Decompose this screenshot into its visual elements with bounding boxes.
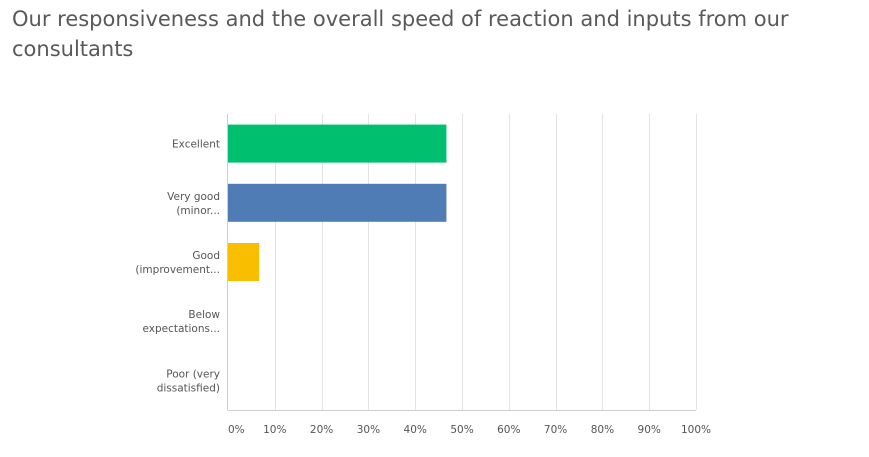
x-tick-label: 80% <box>591 424 614 436</box>
category-label-line: Very good <box>167 191 220 203</box>
x-tick-label: 90% <box>638 424 661 436</box>
x-tick-label: 100% <box>681 424 711 436</box>
category-labels: Excellent Very good (minor... Good (improvem… <box>135 139 220 395</box>
category-label: Excellent <box>172 139 220 151</box>
category-label-line: Below <box>188 309 220 321</box>
category-label: Poor (very dissatisfied) <box>157 368 220 394</box>
category-label-line: (minor... <box>176 205 220 217</box>
x-tick-label: 50% <box>450 424 473 436</box>
bars <box>228 124 447 281</box>
chart-title: Our responsiveness and the overall speed… <box>12 7 789 61</box>
x-tick-label: 40% <box>404 424 427 436</box>
category-label-line: dissatisfied) <box>157 382 220 394</box>
axes <box>227 114 696 411</box>
category-label: Good (improvement... <box>135 250 220 276</box>
bar <box>228 124 447 163</box>
grid-lines <box>275 114 697 410</box>
category-label-line: Good <box>192 250 220 262</box>
x-tick-label: 10% <box>263 424 286 436</box>
category-label: Very good (minor... <box>167 191 220 217</box>
category-label: Below expectations... <box>142 309 220 335</box>
x-tick-label: 0% <box>228 424 245 436</box>
x-tick-label: 60% <box>497 424 520 436</box>
category-label-line: Poor (very <box>166 368 220 380</box>
category-label-line: expectations... <box>142 323 220 335</box>
category-label-line: (improvement... <box>135 264 220 276</box>
bar <box>228 243 260 281</box>
x-tick-label: 30% <box>357 424 380 436</box>
tick-labels: 0% 10% 20% 30% 40% 50% 60% 70% 80% 90% 100% <box>228 424 711 436</box>
x-tick-label: 20% <box>310 424 333 436</box>
bar <box>228 183 447 222</box>
x-tick-label: 70% <box>544 424 567 436</box>
category-label-line: Excellent <box>172 139 220 151</box>
